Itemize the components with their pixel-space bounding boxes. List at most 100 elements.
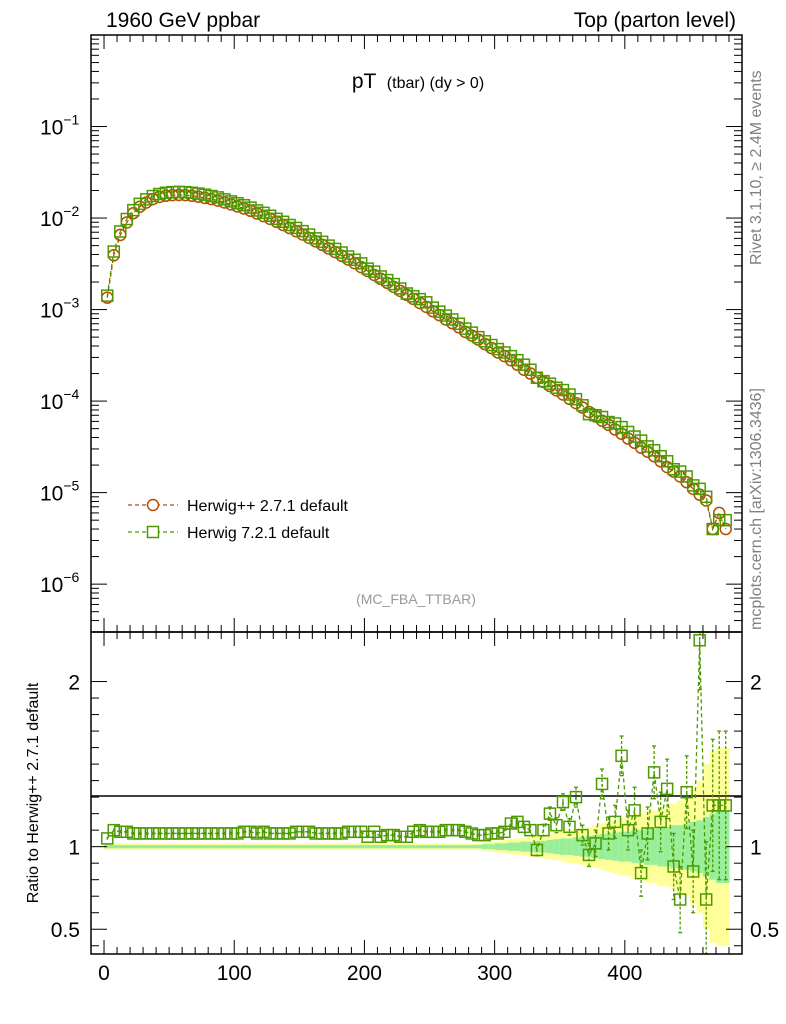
data-point: [244, 201, 257, 214]
ratio-band-green: [566, 838, 574, 855]
ratio-point: [140, 827, 153, 840]
tick-base: 10: [40, 300, 63, 323]
ratio-point: [439, 823, 453, 837]
ratio-band-green: [553, 839, 561, 855]
ratio-band-green: [260, 845, 268, 849]
ratio-point: [211, 827, 225, 840]
ratio-point: [686, 865, 700, 878]
tick-exponent: −1: [63, 112, 79, 128]
ratio-band-green: [318, 845, 326, 849]
ratio-band-green: [559, 838, 567, 855]
data-point: [433, 305, 446, 318]
ratio-band-green: [214, 845, 222, 849]
data-point: [459, 322, 472, 335]
ratio-point: [380, 828, 394, 842]
ratio-point: [615, 749, 628, 763]
ratio-point: [244, 825, 257, 839]
data-point: [498, 346, 511, 359]
ratio-band-green: [123, 845, 131, 849]
ratio-band-green: [351, 845, 359, 849]
data-point: [166, 185, 179, 199]
ratio-ylabel: Ratio to Herwig++ 2.7.1 default: [25, 682, 42, 903]
header-left: 1960 GeV ppbar: [106, 9, 260, 32]
ratio-point: [589, 837, 602, 850]
ratio-band-green: [364, 845, 372, 849]
ratio-band-green: [442, 845, 450, 849]
data-point: [641, 440, 654, 453]
data-point: [114, 225, 127, 238]
ratio-band-green: [637, 830, 645, 864]
ratio-band-green: [253, 845, 261, 849]
ratio-point: [576, 828, 589, 842]
ratio-band-green: [221, 845, 229, 849]
ratio-band-green: [292, 845, 300, 849]
data-point: [205, 189, 218, 203]
ratio-band-green: [683, 823, 691, 870]
data-point: [576, 399, 589, 412]
data-point: [250, 204, 264, 217]
ratio-band-green: [338, 845, 346, 849]
ratio-point: [498, 825, 511, 839]
data-point: [426, 301, 440, 314]
ratio-band-green: [429, 845, 437, 849]
data-point: [192, 187, 205, 200]
ratio-point: [224, 827, 238, 840]
ratio-point: [452, 823, 466, 837]
ratio-band-green: [234, 845, 242, 849]
ratio-band-green: [618, 831, 626, 862]
x-tick-label: 400: [607, 962, 642, 985]
ratio-band-green: [494, 843, 502, 850]
ratio-point: [537, 823, 550, 837]
ratio-point: [719, 799, 732, 812]
ratio-band-green: [605, 833, 613, 860]
data-point: [511, 353, 524, 367]
ratio-band-green: [240, 845, 248, 849]
ratio-point: [654, 815, 667, 829]
ratio-point: [459, 825, 472, 839]
ratio-band-green: [579, 836, 587, 857]
data-point: [621, 425, 635, 439]
data-point: [101, 289, 114, 302]
ratio-point: [699, 893, 713, 906]
data-point: [263, 209, 277, 222]
ratio-point: [270, 827, 283, 840]
ratio-bands: [104, 747, 730, 946]
ratio-point: [504, 817, 518, 830]
ratio-band-green: [162, 845, 170, 849]
data-point: [472, 330, 485, 344]
ratio-point: [478, 828, 492, 842]
ratio-point: [641, 827, 654, 840]
ratio-y-tick-label: 1: [68, 837, 80, 860]
ratio-band-green: [598, 834, 606, 860]
ratio-point: [107, 823, 121, 837]
x-tick-label: 200: [347, 962, 382, 985]
data-point: [712, 513, 726, 527]
legend-entry: Herwig++ 2.7.1 default: [128, 498, 349, 515]
ratio-point: [517, 820, 531, 834]
ratio-y-tick-label: 2: [68, 672, 80, 695]
data-point: [341, 250, 355, 263]
tick-base: 10: [40, 391, 63, 414]
ratio-point: [257, 825, 270, 839]
data-point: [413, 292, 427, 306]
data-point: [537, 374, 550, 388]
ratio-band-green: [156, 845, 164, 849]
ratio-band-green: [611, 832, 619, 861]
data-point: [719, 522, 732, 536]
ratio-point: [693, 634, 706, 647]
ratio-band-green: [370, 845, 378, 849]
data-point: [185, 186, 199, 199]
ratio-band-green: [468, 845, 476, 849]
ratio-point: [231, 827, 244, 840]
ratio-point: [309, 827, 322, 840]
data-point: [465, 326, 479, 339]
legend-marker: [146, 525, 160, 539]
ratio-y-tick-label-right: 0.5: [750, 919, 779, 942]
data-point: [406, 289, 420, 303]
data-point: [504, 349, 518, 363]
ratio-band-green: [696, 820, 704, 874]
main-y-tick-label: 10−4: [40, 386, 80, 414]
ratio-band-green: [331, 845, 339, 849]
data-point: [439, 309, 453, 322]
plot-title: pT (tbar) (dy > 0): [352, 70, 484, 93]
